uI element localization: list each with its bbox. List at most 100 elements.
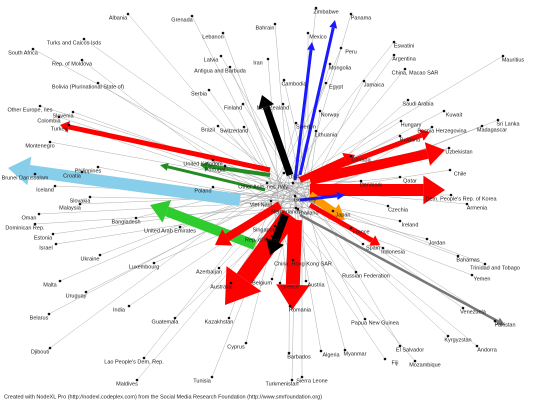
- node-dot: [361, 242, 365, 246]
- node-dot: [363, 317, 367, 321]
- nodes: Albania Grenada Lebanon Bahrain Zimbabwe Pana…: [2, 6, 525, 387]
- node-label: Sweden: [296, 124, 316, 130]
- node-dot: [178, 225, 182, 229]
- node-label: Indonesia: [381, 249, 406, 255]
- arrow-head: [336, 191, 345, 200]
- node-dot: [58, 279, 62, 283]
- node-dot: [339, 46, 343, 50]
- node-label: Pakistan: [494, 322, 515, 328]
- node-dot: [270, 277, 274, 281]
- edge: [301, 13, 352, 184]
- node-label: Uzbekistan: [445, 149, 472, 155]
- node-dot: [282, 171, 286, 175]
- node-dot: [413, 359, 417, 363]
- node-dot: [294, 121, 298, 125]
- node-dot: [318, 109, 322, 113]
- edge: [289, 99, 409, 208]
- edge: [295, 194, 366, 320]
- node-label: Peru: [345, 49, 357, 55]
- node-label: Mozambique: [409, 362, 441, 368]
- node-label: Lebanon: [202, 34, 223, 40]
- node-label: Panama: [351, 15, 372, 21]
- node-label: El Salvador: [396, 347, 424, 353]
- node-label: Andorra: [477, 347, 498, 353]
- node-label: Eswatini: [394, 43, 414, 49]
- edge: [271, 200, 297, 280]
- node-dot: [33, 172, 37, 176]
- node-label: Malaysia: [59, 205, 82, 211]
- node-label: Cambodia: [281, 81, 307, 87]
- node-label: Venezuela: [460, 309, 487, 315]
- arrow-head: [150, 200, 172, 223]
- node-dot: [349, 12, 353, 16]
- node-label: Turkmenistan: [265, 381, 298, 387]
- node-label: Djibouti: [31, 349, 49, 355]
- node-dot: [281, 102, 285, 106]
- flow-arrow: [68, 124, 271, 173]
- node-label: Italy: [278, 184, 288, 190]
- node-dot: [266, 57, 270, 61]
- edge: [283, 176, 401, 190]
- node-dot: [381, 246, 385, 250]
- node-dot: [71, 110, 75, 114]
- node-dot: [265, 181, 269, 185]
- node-label: Montenegro: [25, 143, 54, 149]
- edge: [97, 82, 279, 196]
- node-label: Trinidad and Tobago: [470, 265, 520, 271]
- node-label: Croatia: [63, 173, 82, 179]
- arrow-head: [8, 156, 32, 186]
- node-label: Cyprus: [227, 344, 245, 350]
- arrow-head: [215, 229, 233, 246]
- node-dot: [244, 341, 248, 345]
- edge: [55, 206, 297, 245]
- node-label: Hungary: [401, 122, 422, 128]
- node-label: Ireland: [402, 222, 419, 228]
- node-dot: [461, 306, 465, 310]
- node-dot: [398, 175, 402, 179]
- node-dot: [88, 195, 92, 199]
- node-label: Sierra Leone: [296, 378, 328, 384]
- flow-arrow: [285, 219, 302, 286]
- node-dot: [80, 58, 84, 62]
- node-label: Turks and Caicos Isds: [47, 40, 101, 46]
- node-dot: [80, 170, 84, 174]
- node-dot: [142, 356, 146, 360]
- node-label: Azerbaijan: [196, 269, 222, 275]
- footer: Created with NodeXL Pro (http://nodexl.c…: [4, 394, 322, 400]
- node-dot: [403, 67, 407, 71]
- node-label: Latvia: [204, 57, 220, 63]
- node-label: Philippines: [75, 168, 102, 174]
- edge: [79, 194, 297, 205]
- node-dot: [392, 53, 396, 57]
- node-label: Mauritius: [502, 57, 525, 63]
- node-label: Uruguay: [66, 293, 87, 299]
- node-dot: [287, 351, 291, 355]
- node-label: Spain: [366, 245, 380, 251]
- node-label: Algeria: [322, 352, 340, 358]
- flow-arrow: [299, 194, 338, 202]
- node-label: Sri Lanka: [496, 121, 520, 127]
- node-label: Bosnia Herzegovina: [417, 128, 467, 134]
- node-dot: [294, 206, 298, 210]
- arrow-head: [276, 284, 310, 310]
- edge: [271, 172, 285, 190]
- node-label: Qatar: [403, 178, 417, 184]
- node-label: Singapore: [252, 227, 277, 233]
- node-label: Tunisia: [193, 378, 211, 384]
- node-label: USA: [288, 174, 300, 180]
- node-dot: [304, 279, 308, 283]
- node-dot: [223, 164, 227, 168]
- edges: [32, 7, 504, 381]
- node-dot: [98, 253, 102, 257]
- arrow-head: [369, 235, 380, 246]
- node-dot: [501, 54, 505, 58]
- node-label: Brunei Darussalam: [2, 175, 49, 181]
- node-label: South Africa: [8, 50, 39, 56]
- node-dot: [496, 118, 500, 122]
- node-dot: [331, 209, 335, 213]
- node-label: Chile: [454, 171, 467, 177]
- node-label: Fiji: [391, 360, 398, 366]
- node-label: Switzerland: [220, 128, 248, 134]
- node-dot: [349, 154, 353, 158]
